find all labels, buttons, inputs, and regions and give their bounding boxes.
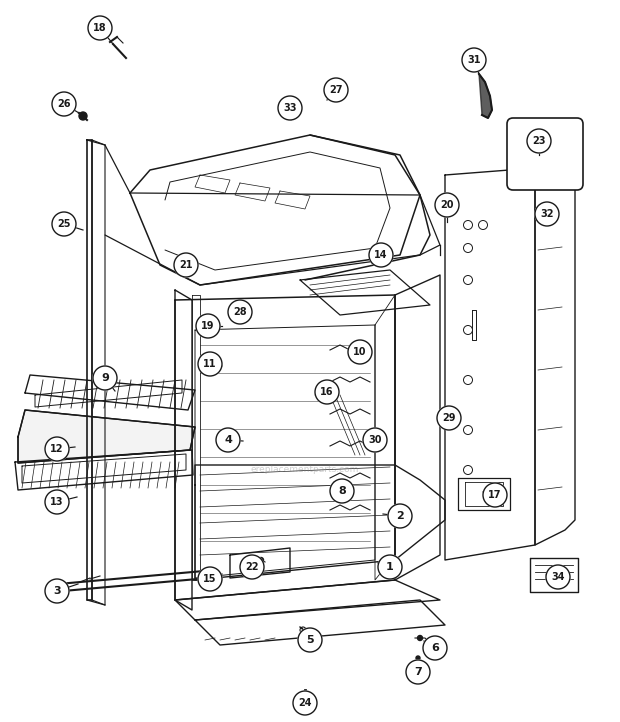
Text: 20: 20 (440, 200, 454, 210)
Circle shape (378, 555, 402, 579)
Circle shape (324, 78, 348, 102)
Circle shape (435, 193, 459, 217)
Circle shape (174, 253, 198, 277)
Circle shape (240, 555, 264, 579)
Text: 13: 13 (50, 497, 64, 507)
Text: 34: 34 (551, 572, 565, 582)
Circle shape (483, 483, 507, 507)
Text: 6: 6 (431, 643, 439, 653)
Circle shape (388, 504, 412, 528)
Circle shape (196, 314, 220, 338)
Text: 25: 25 (57, 219, 71, 229)
Circle shape (315, 380, 339, 404)
Circle shape (259, 557, 263, 562)
Text: 27: 27 (329, 85, 343, 95)
Circle shape (198, 352, 222, 376)
Circle shape (437, 406, 461, 430)
Text: 9: 9 (101, 373, 109, 383)
Text: 16: 16 (321, 387, 334, 397)
Text: 17: 17 (489, 490, 502, 500)
Circle shape (369, 243, 393, 267)
Circle shape (330, 479, 354, 503)
Text: 23: 23 (532, 136, 546, 146)
Text: 7: 7 (414, 667, 422, 677)
Text: 24: 24 (298, 698, 312, 708)
Circle shape (406, 660, 430, 684)
Text: 1: 1 (386, 562, 394, 572)
Text: 29: 29 (442, 413, 456, 423)
Circle shape (527, 129, 551, 153)
Text: 30: 30 (368, 435, 382, 445)
Text: 11: 11 (203, 359, 217, 369)
Circle shape (423, 636, 447, 660)
Text: 12: 12 (50, 444, 64, 454)
Circle shape (216, 428, 240, 452)
Text: 5: 5 (306, 635, 314, 645)
Text: 33: 33 (283, 103, 297, 113)
FancyBboxPatch shape (507, 118, 583, 190)
Text: 14: 14 (374, 250, 388, 260)
Circle shape (462, 48, 486, 72)
Circle shape (45, 437, 69, 461)
Text: 2: 2 (396, 511, 404, 521)
Text: 3: 3 (53, 586, 61, 596)
Circle shape (52, 212, 76, 236)
Circle shape (198, 567, 222, 591)
Circle shape (293, 691, 317, 715)
Circle shape (363, 428, 387, 452)
Text: 31: 31 (467, 55, 481, 65)
Text: 18: 18 (93, 23, 107, 33)
Circle shape (278, 96, 302, 120)
Polygon shape (18, 410, 195, 463)
Circle shape (417, 635, 422, 640)
Text: 28: 28 (233, 307, 247, 317)
Text: 15: 15 (203, 574, 217, 584)
Circle shape (546, 565, 570, 589)
Circle shape (228, 300, 252, 324)
Text: 26: 26 (57, 99, 71, 109)
Circle shape (535, 202, 559, 226)
Text: 8: 8 (338, 486, 346, 496)
Text: 21: 21 (179, 260, 193, 270)
Circle shape (88, 16, 112, 40)
Circle shape (45, 490, 69, 514)
Text: 19: 19 (202, 321, 215, 331)
Circle shape (348, 340, 372, 364)
Circle shape (416, 656, 420, 660)
Polygon shape (479, 74, 492, 118)
Circle shape (52, 92, 76, 116)
Circle shape (45, 579, 69, 603)
Text: 4: 4 (224, 435, 232, 445)
Circle shape (79, 112, 87, 120)
Text: 32: 32 (540, 209, 554, 219)
Text: 10: 10 (353, 347, 367, 357)
Text: ereplacementparts.com: ereplacementparts.com (251, 466, 359, 474)
Text: 22: 22 (246, 562, 259, 572)
Circle shape (93, 366, 117, 390)
Circle shape (298, 628, 322, 652)
